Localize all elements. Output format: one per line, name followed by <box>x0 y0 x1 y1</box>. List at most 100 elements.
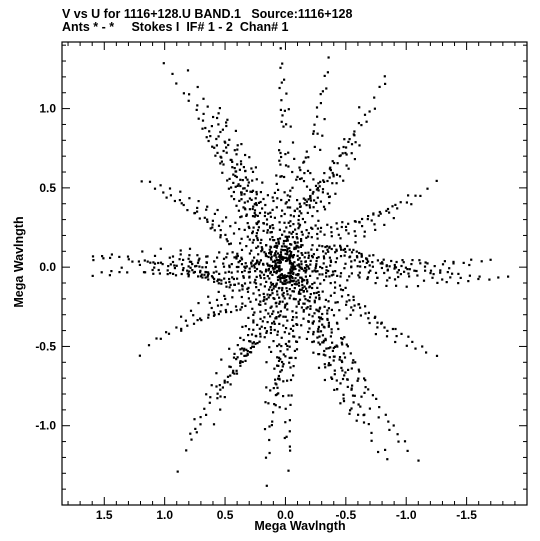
data-point <box>433 265 436 268</box>
data-point <box>289 214 292 217</box>
data-point <box>313 199 316 202</box>
data-point <box>180 329 183 332</box>
data-point <box>262 197 265 201</box>
data-point <box>280 120 283 123</box>
data-point <box>376 276 379 279</box>
data-point <box>300 244 303 247</box>
data-point <box>230 195 233 198</box>
data-point <box>306 211 309 214</box>
data-point <box>380 266 383 270</box>
data-point <box>278 378 281 381</box>
data-point <box>206 255 209 258</box>
data-point <box>330 247 333 251</box>
data-point <box>282 291 285 295</box>
data-point <box>207 271 210 274</box>
data-point <box>311 215 314 218</box>
data-point <box>329 346 332 349</box>
data-point <box>319 148 322 151</box>
data-point <box>187 99 190 102</box>
data-point <box>379 262 382 265</box>
data-point <box>386 279 389 282</box>
data-point <box>349 352 352 355</box>
data-point <box>275 250 278 253</box>
data-point <box>240 215 243 218</box>
data-point <box>318 298 321 301</box>
data-point <box>251 345 254 348</box>
data-point <box>248 267 251 270</box>
data-point <box>286 344 289 347</box>
data-point <box>263 428 267 431</box>
data-point <box>338 284 342 287</box>
data-point <box>328 275 331 278</box>
data-point <box>443 260 446 263</box>
data-point <box>319 230 322 233</box>
data-point <box>267 269 270 272</box>
data-point <box>231 276 234 279</box>
data-point <box>244 325 247 328</box>
data-point <box>180 327 183 330</box>
data-point <box>187 257 190 260</box>
data-point <box>341 343 344 346</box>
data-point <box>277 374 280 378</box>
data-point <box>314 264 318 268</box>
data-point <box>259 310 262 313</box>
data-point <box>296 207 299 210</box>
data-point <box>219 388 222 391</box>
data-point <box>322 353 325 356</box>
data-point <box>219 130 222 134</box>
data-point <box>488 278 491 281</box>
data-point <box>283 230 286 233</box>
data-point <box>400 332 403 335</box>
data-point <box>289 378 293 382</box>
data-point <box>316 330 319 333</box>
data-point <box>339 275 342 278</box>
data-point <box>319 226 323 229</box>
data-point <box>109 256 112 259</box>
data-point <box>271 267 274 270</box>
data-point <box>201 119 205 122</box>
data-point <box>394 203 397 206</box>
data-point <box>243 207 246 210</box>
data-point <box>240 248 244 251</box>
data-point <box>255 193 258 196</box>
data-point <box>240 295 243 299</box>
data-point <box>233 256 236 259</box>
data-point <box>281 365 284 368</box>
data-point <box>265 244 268 247</box>
data-point <box>311 254 314 258</box>
data-point <box>228 286 231 289</box>
data-point <box>293 246 296 249</box>
data-point <box>257 303 261 306</box>
data-point <box>158 272 161 275</box>
data-point <box>303 202 306 205</box>
data-point <box>277 392 280 395</box>
data-point <box>286 239 289 242</box>
data-point <box>291 266 294 269</box>
data-point <box>300 238 303 241</box>
data-point <box>297 302 300 305</box>
data-point <box>200 319 203 322</box>
data-point <box>377 416 380 419</box>
data-point <box>305 269 308 272</box>
data-point <box>286 281 289 284</box>
data-point <box>153 254 157 257</box>
data-point <box>323 208 327 211</box>
data-point <box>384 448 387 451</box>
data-point <box>245 354 248 357</box>
data-point <box>203 407 206 410</box>
data-point <box>217 282 220 285</box>
data-point <box>278 221 281 224</box>
data-point <box>366 218 369 221</box>
data-point <box>259 241 262 245</box>
data-point <box>353 134 356 137</box>
data-point <box>319 93 322 96</box>
data-point <box>303 302 306 305</box>
data-point <box>379 212 382 215</box>
data-point <box>313 299 316 302</box>
data-point <box>278 300 281 303</box>
data-point <box>284 303 287 306</box>
y-axis-label: Mega Wavlngth <box>12 216 26 307</box>
data-point <box>312 340 315 343</box>
data-point <box>216 116 219 120</box>
chart-subtitle: Ants * - * Stokes I IF# 1 - 2 Chan# 1 <box>62 20 289 34</box>
